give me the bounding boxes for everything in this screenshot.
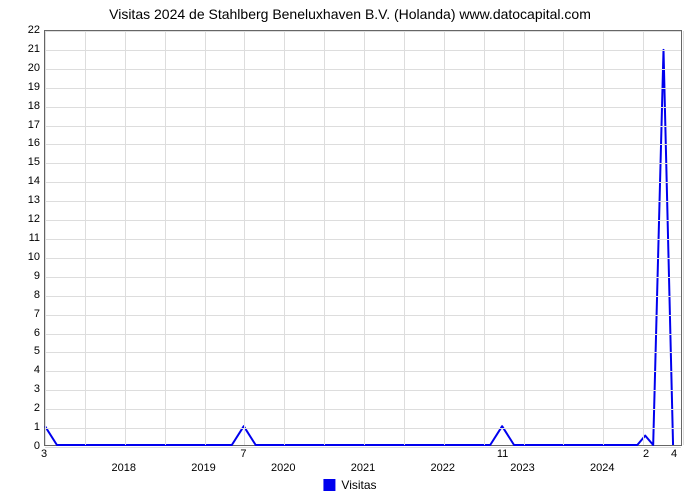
y-tick: 3 (10, 383, 40, 395)
plot-area (44, 30, 682, 446)
y-tick: 22 (10, 24, 40, 36)
y-tick: 8 (10, 289, 40, 301)
data-point-label: 2 (643, 448, 649, 460)
data-point-label: 3 (41, 448, 47, 460)
y-tick: 14 (10, 175, 40, 187)
y-tick: 6 (10, 327, 40, 339)
y-tick: 5 (10, 345, 40, 357)
y-tick: 1 (10, 421, 40, 433)
chart-title: Visitas 2024 de Stahlberg Beneluxhaven B… (0, 6, 700, 22)
legend-swatch (323, 479, 335, 491)
y-tick: 17 (10, 119, 40, 131)
y-tick: 12 (10, 213, 40, 225)
y-tick: 21 (10, 43, 40, 55)
y-tick: 11 (10, 232, 40, 244)
x-axis-ticks: 2018 2019 2020 2021 2022 2023 2024 (44, 462, 682, 478)
y-tick: 9 (10, 270, 40, 282)
line-series (45, 31, 681, 445)
x-tick: 2021 (351, 462, 375, 474)
y-axis-ticks: 012345678910111213141516171819202122 (0, 30, 40, 446)
legend-label: Visitas (341, 478, 376, 492)
data-point-label: 11 (497, 448, 508, 460)
x-tick: 2018 (112, 462, 136, 474)
x-tick: 2020 (271, 462, 295, 474)
x-tick: 2024 (590, 462, 614, 474)
x-tick: 2023 (510, 462, 534, 474)
y-tick: 18 (10, 100, 40, 112)
y-tick: 20 (10, 62, 40, 74)
y-tick: 7 (10, 308, 40, 320)
x-tick: 2019 (191, 462, 215, 474)
data-point-label: 4 (671, 448, 677, 460)
y-tick: 2 (10, 402, 40, 414)
y-tick: 15 (10, 156, 40, 168)
y-tick: 19 (10, 81, 40, 93)
y-tick: 0 (10, 440, 40, 452)
legend: Visitas (323, 478, 376, 492)
y-tick: 4 (10, 364, 40, 376)
data-point-label: 7 (240, 448, 246, 460)
data-annotations: 3 7 11 2 4 (44, 448, 682, 462)
y-tick: 10 (10, 251, 40, 263)
y-tick: 13 (10, 194, 40, 206)
y-tick: 16 (10, 137, 40, 149)
x-tick: 2022 (431, 462, 455, 474)
